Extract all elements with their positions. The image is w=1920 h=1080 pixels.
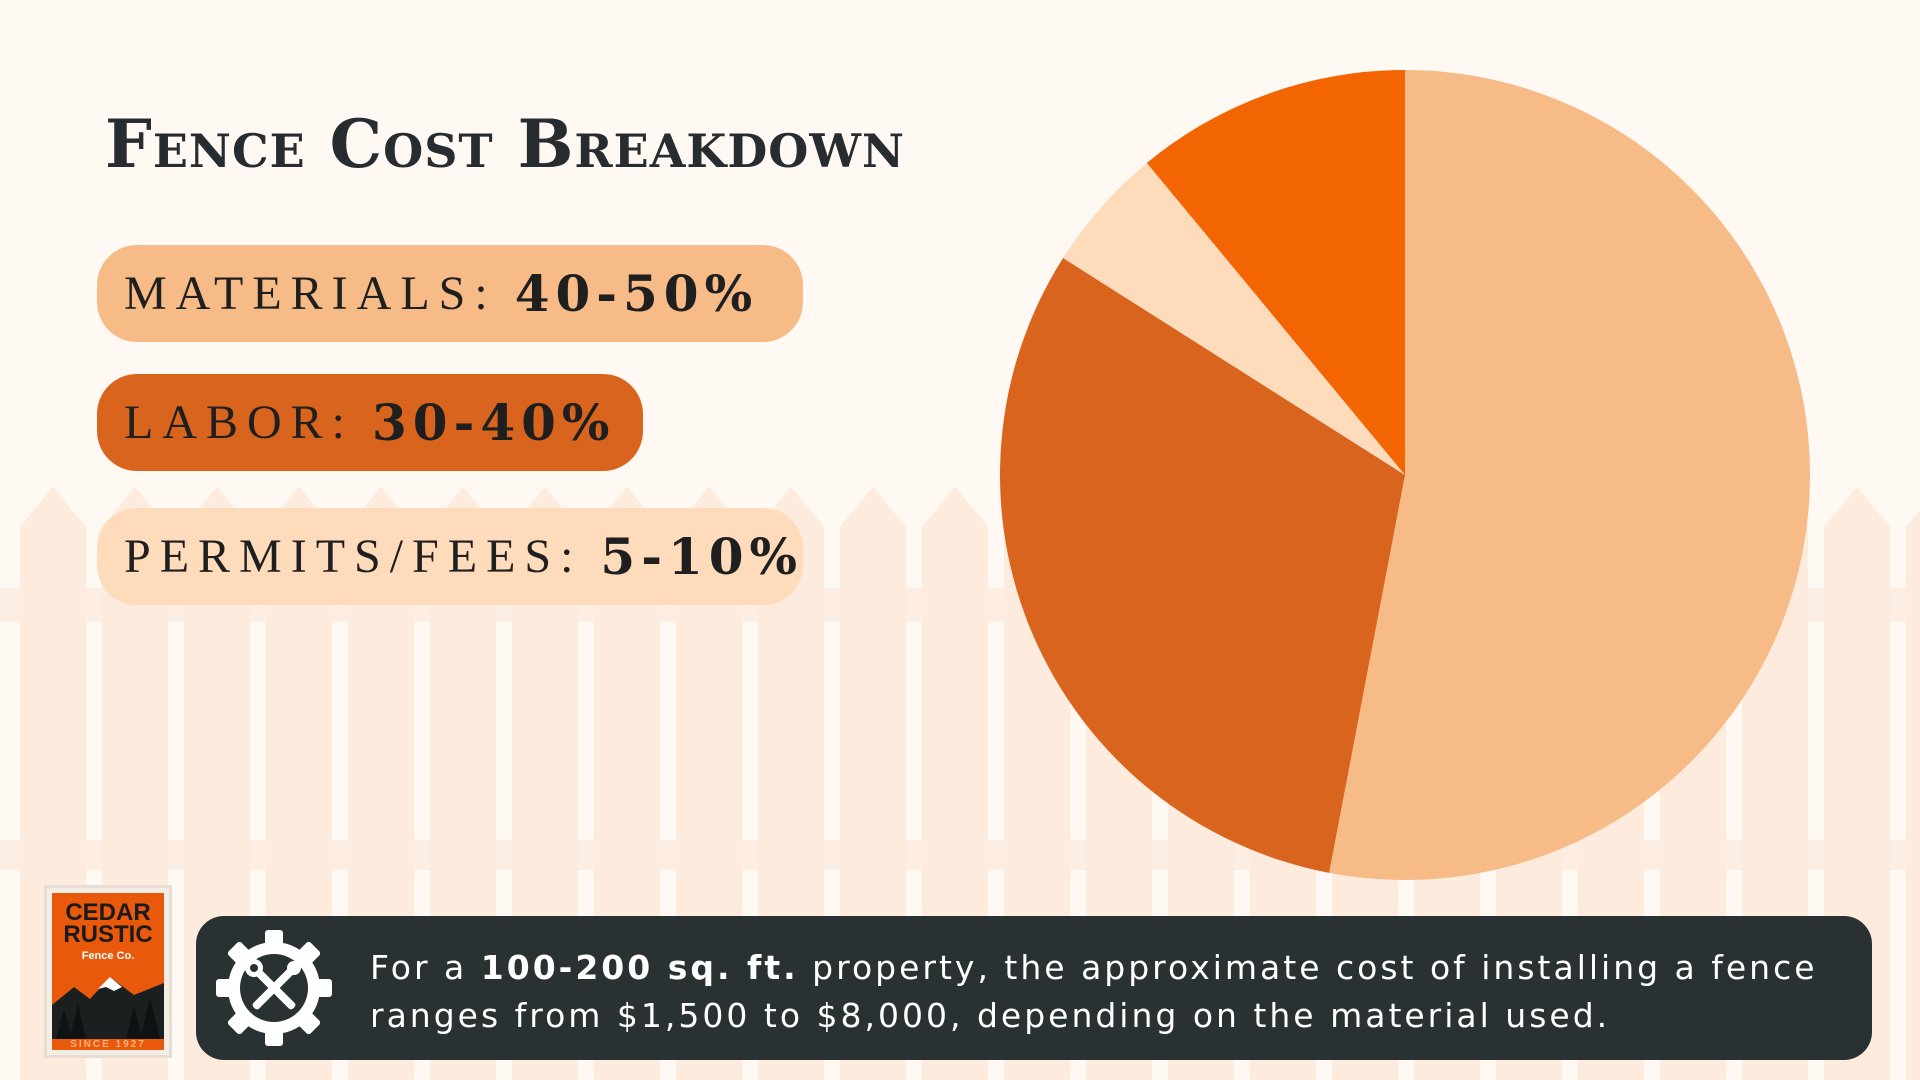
pie-chart — [1000, 69, 1810, 880]
info-box: For a 100-200 sq. ft. property, the appr… — [196, 916, 1872, 1060]
permits-value: 5-10% — [600, 527, 804, 586]
pie-slice-other-3 — [1146, 69, 1405, 475]
logo-line-4: SINCE 1927 — [70, 1039, 146, 1050]
materials-pill: MATERIALS: 40-50% — [97, 245, 803, 342]
logo-line-3: Fence Co. — [81, 950, 135, 962]
logo-line-2: RUSTIC — [63, 921, 153, 948]
permits-pill: PERMITS/FEES: 5-10% — [97, 508, 803, 605]
page-title: Fence Cost Breakdown — [105, 105, 906, 183]
mountain-trees-icon — [52, 977, 164, 1039]
logo-line-1: CEDAR — [65, 899, 151, 926]
materials-value: 40-50% — [514, 264, 759, 323]
company-logo: CEDAR RUSTIC Fence Co. SINCE 1927 — [44, 885, 172, 1058]
pie-slice-materials — [1329, 70, 1810, 880]
info-text-bold: 100-200 sq. ft. — [480, 948, 799, 987]
pie-slice-labor — [1000, 257, 1405, 873]
tools-gear-icon — [216, 930, 332, 1046]
info-text: For a 100-200 sq. ft. property, the appr… — [370, 948, 1818, 1035]
permits-label: PERMITS/FEES: — [124, 530, 583, 583]
pie-slice-permits-fees — [1063, 162, 1405, 475]
labor-pill: LABOR: 30-40% — [97, 374, 643, 471]
materials-label: MATERIALS: — [124, 267, 497, 320]
labor-value: 30-40% — [372, 393, 616, 452]
labor-label: LABOR: — [124, 396, 355, 449]
